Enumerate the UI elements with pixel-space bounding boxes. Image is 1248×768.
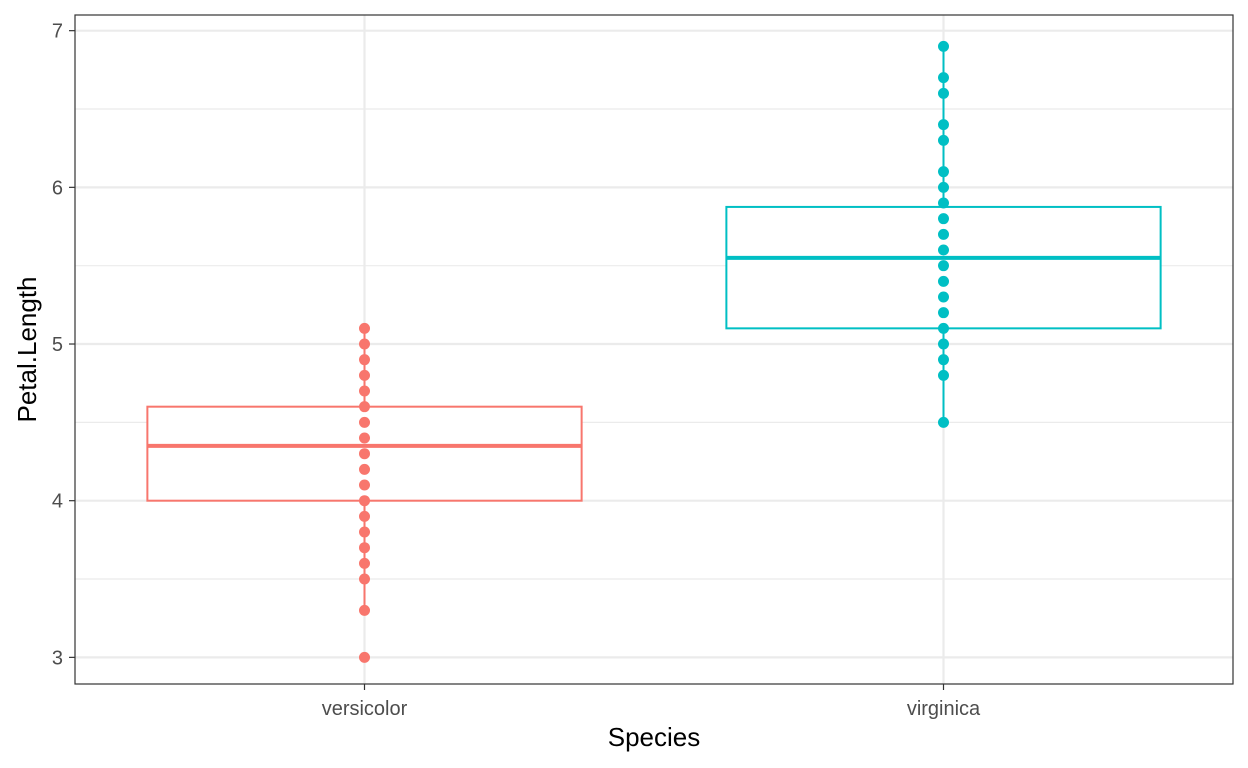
data-point — [938, 213, 949, 225]
data-point — [359, 385, 370, 397]
data-point — [938, 338, 949, 350]
data-point — [938, 275, 949, 287]
data-point — [938, 291, 949, 303]
box-group-virginica — [725, 40, 1162, 428]
box-group-versicolor — [146, 322, 583, 663]
data-point — [359, 557, 370, 569]
data-point — [359, 495, 370, 507]
data-point — [938, 134, 949, 146]
y-tick-label: 6 — [52, 177, 63, 199]
axes: 3 4 5 6 7 versicolor virginica — [52, 21, 981, 720]
data-point — [938, 354, 949, 366]
data-point — [359, 448, 370, 460]
data-point — [938, 416, 949, 428]
data-point — [359, 338, 370, 350]
data-point — [938, 166, 949, 178]
data-point — [938, 307, 949, 319]
data-point — [359, 526, 370, 538]
x-axis-title: Species — [608, 722, 701, 752]
data-point — [938, 87, 949, 99]
y-tick-label: 5 — [52, 334, 63, 356]
y-axis-title: Petal.Length — [12, 276, 42, 422]
data-point — [938, 322, 949, 334]
data-point — [938, 260, 949, 272]
data-point — [359, 542, 370, 554]
data-point — [938, 369, 949, 381]
data-point — [938, 181, 949, 193]
data-point — [359, 651, 370, 663]
data-point — [359, 510, 370, 522]
data-point — [938, 72, 949, 84]
y-tick-label: 7 — [52, 21, 63, 43]
x-tick-label: virginica — [907, 698, 981, 720]
data-point — [359, 354, 370, 366]
data-point — [359, 401, 370, 413]
data-point — [938, 197, 949, 209]
data-point — [359, 369, 370, 381]
data-point — [938, 40, 949, 52]
data-point — [938, 228, 949, 240]
data-point — [359, 479, 370, 491]
data-point — [359, 322, 370, 334]
data-point — [359, 573, 370, 585]
y-tick-label: 4 — [52, 491, 63, 513]
data-point — [359, 416, 370, 428]
x-tick-label: versicolor — [322, 698, 408, 720]
y-tick-label: 3 — [52, 647, 63, 669]
plot-area — [146, 40, 1162, 663]
panel-border — [74, 14, 1234, 685]
data-point — [359, 604, 370, 616]
data-point — [938, 119, 949, 131]
data-point — [359, 463, 370, 475]
data-point — [359, 432, 370, 444]
data-point — [938, 244, 949, 256]
